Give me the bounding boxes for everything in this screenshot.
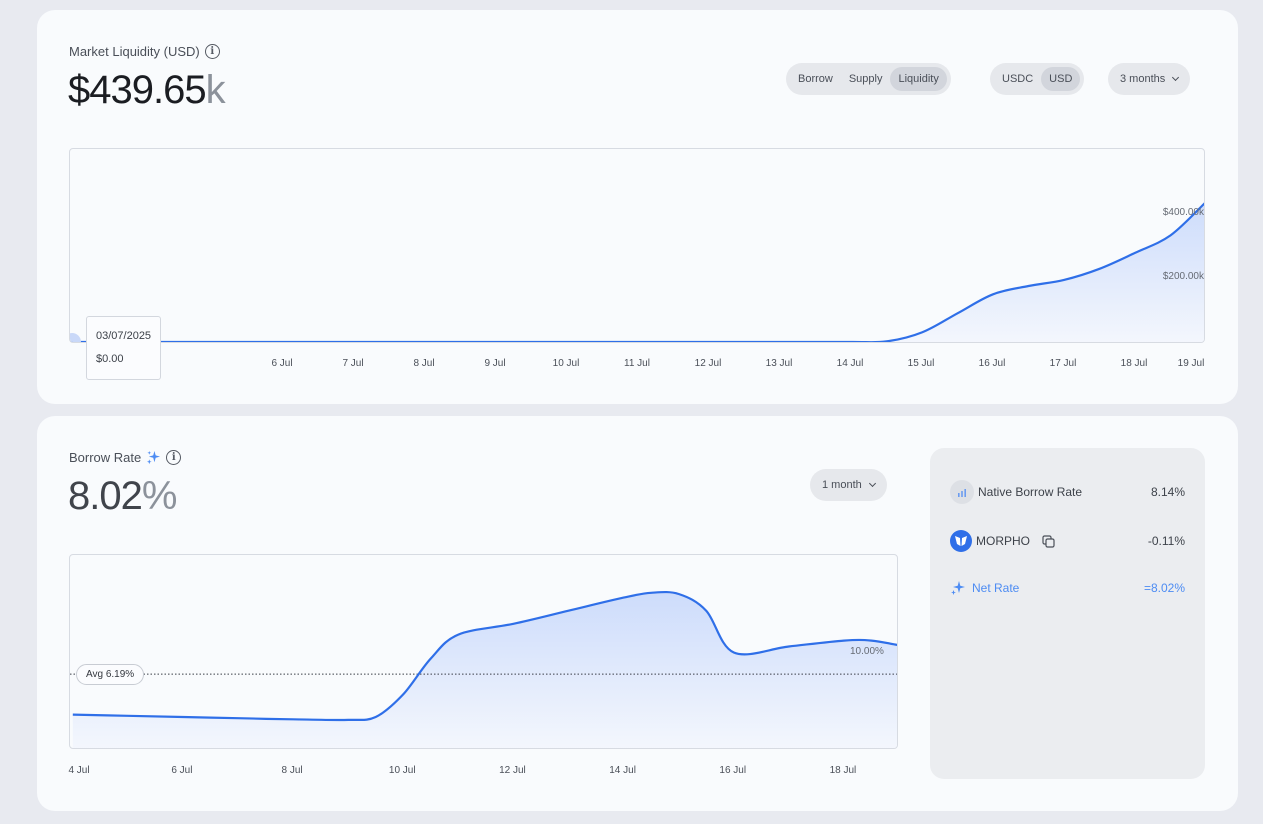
x-tick: 8 Jul [413,358,435,369]
borrow-rate-card: Borrow Rate i 8.02% 1 month 10.00% Avg [37,416,1238,811]
tab-usdc[interactable]: USDC [1002,73,1034,85]
borrow-value-main: 8.02 [68,474,143,518]
tab-supply[interactable]: Supply [848,73,883,85]
x-tick: 19 Jul [1177,358,1205,369]
x-tick: 18 Jul [829,765,857,776]
x-tick: 10 Jul [552,358,580,369]
x-tick: 17 Jul [1049,358,1077,369]
borrow-title: Borrow Rate [69,450,142,465]
avg-badge: Avg 6.19% [76,664,145,685]
x-tick: 10 Jul [388,765,416,776]
liquidity-value-suffix: k [205,68,226,112]
native-borrow-rate-value: 8.14% [1150,485,1185,499]
x-tick: 14 Jul [836,358,864,369]
x-tick: 15 Jul [907,358,935,369]
x-tick: 4 Jul [68,765,90,776]
x-tick: 6 Jul [171,765,193,776]
liquidity-range-dropdown[interactable]: 3 months [1108,63,1191,95]
native-borrow-rate-row: Native Borrow Rate 8.14% [950,480,1185,504]
liquidity-area [70,203,1204,342]
liquidity-line [70,202,1204,342]
borrow-value-suffix: % [141,474,178,518]
liquidity-value-main: $439.65 [68,68,207,112]
y-tick-10pct: 10.00% [850,646,884,657]
liquidity-value: $439.65k [68,68,226,113]
liquidity-title-row: Market Liquidity (USD) i [69,44,220,59]
info-icon[interactable]: i [204,44,220,59]
chevron-down-icon [868,479,876,488]
liquidity-card: Market Liquidity (USD) i $439.65k Borrow… [37,10,1238,404]
x-tick: 12 Jul [694,358,722,369]
x-tick: 16 Jul [719,765,747,776]
native-borrow-rate-label: Native Borrow Rate [978,485,1083,499]
y-tick-200k: $200.00k [1162,271,1204,282]
borrow-chart[interactable]: 10.00% Avg 6.19% [69,554,898,749]
net-rate-row: Net Rate =8.02% [950,580,1185,596]
copy-icon[interactable] [1042,534,1055,548]
x-tick: 8 Jul [281,765,303,776]
tab-usd[interactable]: USD [1041,67,1081,91]
borrow-chart-svg [70,590,897,748]
borrow-range-dropdown[interactable]: 1 month [810,469,887,501]
net-rate-label: Net Rate [972,581,1020,595]
x-tick: 9 Jul [484,358,506,369]
x-tick: 12 Jul [499,765,526,776]
morpho-reward-row: MORPHO -0.11% [950,530,1185,552]
tooltip-value: $0.00 [96,353,124,365]
liquidity-title: Market Liquidity (USD) [69,44,200,59]
borrow-rate-value: 8.02% [68,474,178,519]
x-tick: 11 Jul [624,358,650,369]
info-icon[interactable]: i [166,450,182,465]
tab-liquidity[interactable]: Liquidity [890,67,947,91]
morpho-icon [950,530,972,552]
tooltip-date: 03/07/2025 [96,330,152,342]
liquidity-range-value: 3 months [1120,73,1166,85]
liquidity-chart[interactable]: $400.00k $200.00k [69,148,1205,343]
borrow-line [72,590,897,722]
borrow-range-value: 1 month [822,479,862,491]
x-tick: 6 Jul [271,358,293,369]
borrow-title-row: Borrow Rate i [69,450,182,465]
rate-breakdown-panel: Native Borrow Rate 8.14% MORPHO -0.11% N… [930,448,1205,779]
sparkle-icon [147,450,161,465]
sparkle-icon [950,580,966,596]
y-tick-400k: $400.00k [1162,207,1204,218]
chart-type-toggle: Borrow Supply Liquidity [786,63,951,95]
x-tick: 16 Jul [978,358,1006,369]
hover-point [70,333,81,342]
chevron-down-icon [1172,73,1180,82]
net-rate-value: =8.02% [1143,581,1185,595]
x-tick: 14 Jul [609,765,636,776]
chart-tooltip: 03/07/2025 $0.00 [86,316,162,380]
morpho-value: -0.11% [1147,534,1185,548]
tab-borrow[interactable]: Borrow [798,73,833,85]
x-tick: 7 Jul [342,358,364,369]
borrow-area [72,592,897,748]
x-tick: 18 Jul [1120,358,1148,369]
x-tick: 13 Jul [765,358,793,369]
morpho-label: MORPHO [976,534,1030,548]
currency-toggle: USDC USD [990,63,1085,95]
liquidity-chart-svg [70,202,1204,342]
bar-chart-icon [950,480,974,504]
